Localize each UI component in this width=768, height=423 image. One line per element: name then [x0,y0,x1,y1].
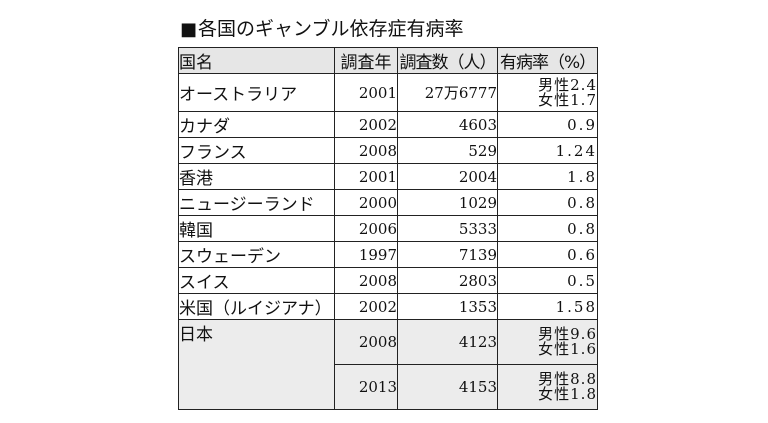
rate-male: 男性8.8 [538,370,597,388]
rate-cell: 0.5 [497,267,598,294]
count-cell: 2803 [397,267,498,294]
year-cell: 2001 [334,73,398,112]
country-cell: 韓国 [178,215,335,242]
rate-female: 女性1.7 [538,90,597,109]
rate-male: 男性9.6 [538,325,597,343]
country-cell: スイス [178,267,335,294]
rate-cell: 0.9 [497,111,598,138]
rate-cell: 0.8 [497,215,598,242]
rate-cell: 1.58 [497,293,598,320]
rate-cell: 1.8 [497,163,598,190]
table-row: フランス 2008 529 1.24 [178,137,598,164]
year-cell: 2000 [334,189,398,216]
count-cell: 1353 [397,293,498,320]
country-cell: 米国（ルイジアナ） [178,293,335,320]
country-cell: ニュージーランド [178,189,335,216]
table-row-japan-2008: 日本 2008 4123 男性9.6 女性1.6 [178,319,598,410]
count-cell: 4123 [397,319,498,365]
rate-female: 女性1.6 [538,340,597,358]
rate-cell: 男性8.8 女性1.8 [497,364,598,410]
header-year: 調査年 [334,47,398,74]
table-row: オーストラリア 2001 27万6777 男性2.4 女性1.7 [178,73,598,112]
table-title: ■各国のギャンブル依存症有病率 [180,14,463,41]
country-cell: フランス [178,137,335,164]
year-cell: 2002 [334,111,398,138]
country-cell: 香港 [178,163,335,190]
rate-cell: 0.6 [497,241,598,268]
prevalence-table: 国名 調査年 調査数（人） 有病率（%） オーストラリア 2001 27万677… [178,47,598,410]
table-row: スイス 2008 2803 0.5 [178,267,598,294]
rate-female: 女性1.8 [538,385,597,403]
table-row: カナダ 2002 4603 0.9 [178,111,598,138]
rate-cell: 男性2.4 女性1.7 [497,73,598,112]
table-row: 米国（ルイジアナ） 2002 1353 1.58 [178,293,598,320]
year-cell: 2008 [334,319,398,365]
count-cell: 27万6777 [397,73,498,112]
year-cell: 2002 [334,293,398,320]
rate-cell: 男性9.6 女性1.6 [497,319,598,365]
year-cell: 2008 [334,137,398,164]
year-cell: 1997 [334,241,398,268]
count-cell: 5333 [397,215,498,242]
rate-male: 男性2.4 [538,75,597,94]
count-cell: 529 [397,137,498,164]
year-cell: 2006 [334,215,398,242]
year-cell: 2008 [334,267,398,294]
year-cell: 2001 [334,163,398,190]
header-count: 調査数（人） [397,47,498,74]
table-row-japan-2013: 2013 4153 男性8.8 女性1.8 [179,364,598,410]
country-cell-japan: 日本 [178,319,335,410]
title-text: 各国のギャンブル依存症有病率 [198,18,464,40]
count-cell: 1029 [397,189,498,216]
rate-cell: 0.8 [497,189,598,216]
count-cell: 2004 [397,163,498,190]
table-row: 香港 2001 2004 1.8 [178,163,598,190]
count-cell: 7139 [397,241,498,268]
country-cell: カナダ [178,111,335,138]
table-row: ニュージーランド 2000 1029 0.8 [178,189,598,216]
count-cell: 4153 [397,364,498,410]
year-cell: 2013 [334,364,398,410]
header-rate: 有病率（%） [497,47,598,74]
table-row: スウェーデン 1997 7139 0.6 [178,241,598,268]
table-row: 韓国 2006 5333 0.8 [178,215,598,242]
header-country: 国名 [178,47,335,74]
title-square-icon: ■ [180,19,198,40]
country-cell: スウェーデン [178,241,335,268]
rate-cell: 1.24 [497,137,598,164]
country-cell: オーストラリア [178,73,335,112]
header-row: 国名 調査年 調査数（人） 有病率（%） [178,47,598,74]
count-cell: 4603 [397,111,498,138]
